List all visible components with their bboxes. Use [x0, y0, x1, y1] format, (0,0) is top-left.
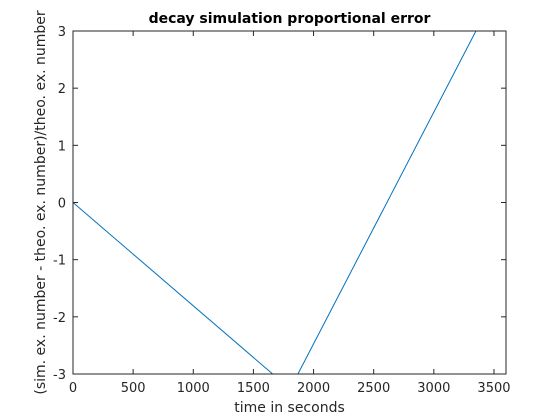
ticks-layer: 0 500 1000 1500 2000 2500 3000 3500 -3 -2 -1 0 1 2 3	[53, 25, 510, 396]
series-line-1	[73, 31, 476, 374]
x-tick-label: 2000	[297, 381, 330, 396]
series-layer	[73, 31, 476, 374]
axes-box	[73, 31, 506, 374]
x-tick-label: 0	[69, 381, 77, 396]
y-tick-label: 3	[58, 25, 66, 40]
x-tick-label: 500	[121, 381, 146, 396]
y-tick-label: -2	[53, 311, 66, 326]
y-tick-label: 1	[58, 139, 66, 154]
plot-area: 0 500 1000 1500 2000 2500 3000 3500 -3 -2 -1 0 1 2 3	[53, 25, 510, 396]
x-tick-label: 1500	[237, 381, 270, 396]
x-tick-label: 1000	[177, 381, 210, 396]
y-tick-label: -1	[53, 254, 66, 269]
x-axis-label: time in seconds	[234, 400, 345, 416]
y-tick-label: 0	[58, 197, 66, 212]
y-tick-label: -3	[53, 368, 66, 383]
y-axis-label: (sim. ex. number - theo. ex. number)/the…	[33, 10, 49, 395]
x-tick-label: 2500	[357, 381, 390, 396]
y-tick-label: 2	[58, 82, 66, 97]
chart-title: decay simulation proportional error	[149, 11, 431, 27]
x-tick-label: 3000	[417, 381, 450, 396]
x-tick-label: 3500	[477, 381, 510, 396]
